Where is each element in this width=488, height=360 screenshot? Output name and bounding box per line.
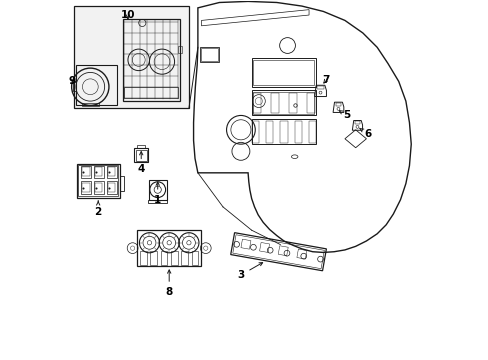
Text: 5: 5 (339, 111, 349, 121)
Polygon shape (74, 6, 188, 108)
Text: 4: 4 (137, 152, 144, 174)
Text: 10: 10 (121, 10, 135, 20)
Text: 7: 7 (322, 75, 329, 85)
Text: 1: 1 (154, 182, 161, 205)
Text: 2: 2 (94, 201, 102, 217)
Text: 6: 6 (359, 128, 371, 139)
Text: 3: 3 (237, 262, 262, 280)
Text: 9: 9 (68, 76, 75, 86)
Text: 8: 8 (165, 270, 172, 297)
